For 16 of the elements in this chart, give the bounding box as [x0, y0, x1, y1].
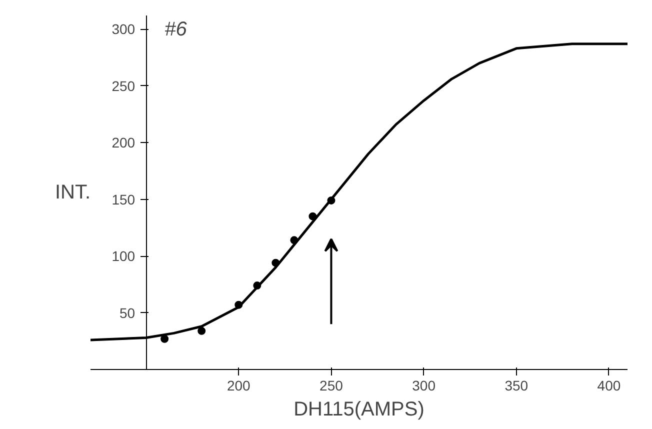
- x-tick-label: 200: [226, 378, 251, 394]
- point: [160, 334, 169, 343]
- y-tick-label: 50: [119, 304, 136, 321]
- y-tick-label: 150: [112, 191, 136, 208]
- point: [198, 326, 206, 335]
- x-tick-label: 400: [597, 378, 621, 394]
- x-tick-label: 300: [412, 378, 436, 394]
- y-tick-label: 200: [112, 134, 136, 151]
- y-tick-label: 100: [112, 248, 136, 264]
- x-axis-title: DH115(AMPS): [294, 398, 424, 420]
- x-tick-label: 350: [504, 378, 528, 394]
- y-axis-title: INT.: [54, 182, 91, 204]
- y-tick-label: 250: [112, 78, 136, 94]
- y-tick-label: 300: [112, 21, 136, 38]
- annotation: #6: [164, 18, 188, 40]
- x-tick-label: 250: [320, 378, 344, 394]
